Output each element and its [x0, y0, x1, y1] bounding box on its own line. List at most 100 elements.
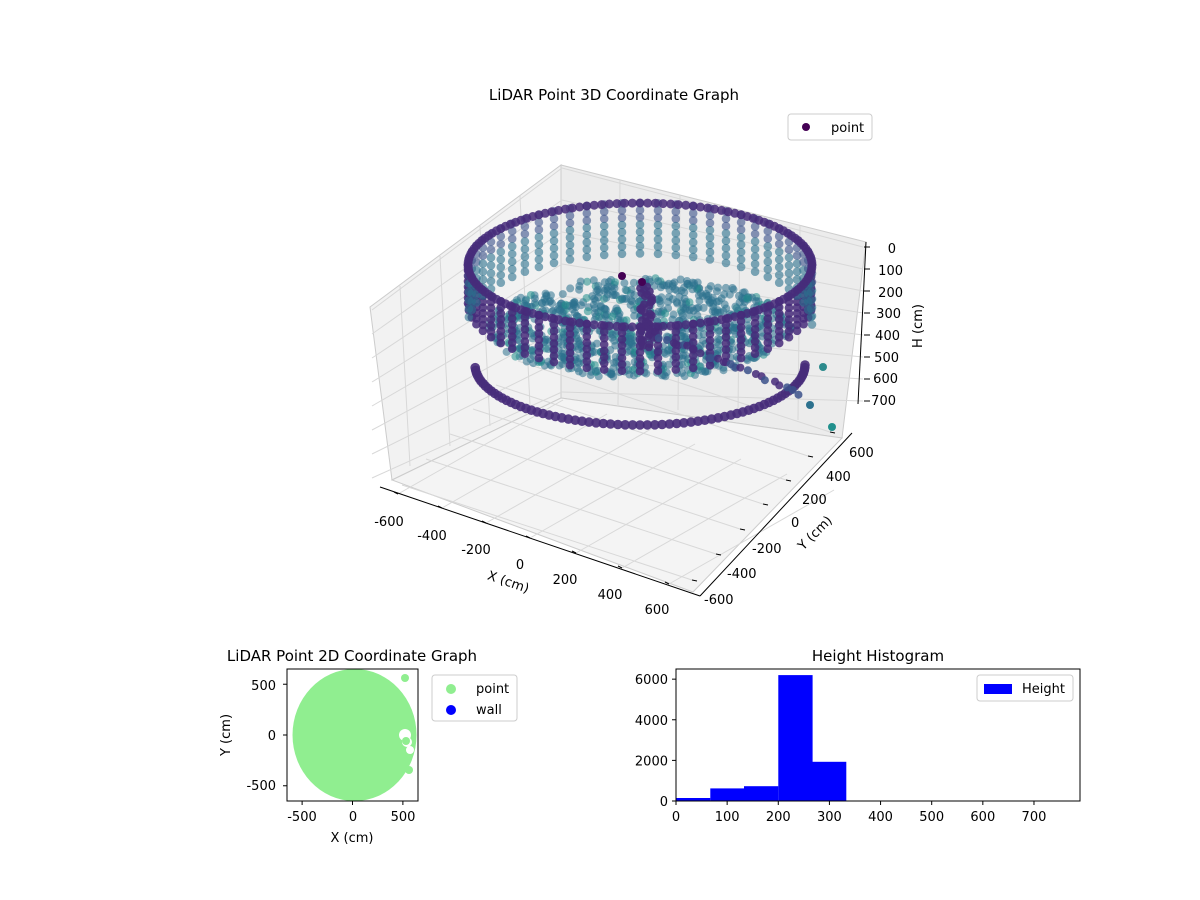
z-tick-label: 400 — [875, 329, 900, 344]
data-point — [657, 283, 665, 291]
y-tick-labels-2d: -500 0 500 — [246, 679, 276, 794]
y-tick-label: -500 — [246, 779, 276, 794]
x-tick-label: 700 — [1022, 810, 1047, 825]
data-point — [550, 358, 559, 367]
data-point — [559, 290, 567, 298]
data-point — [688, 285, 696, 293]
legend-label-point: point — [476, 682, 509, 697]
data-point — [828, 423, 836, 431]
y-tick-label: 0 — [660, 795, 668, 810]
data-point — [627, 297, 635, 305]
data-point — [793, 327, 802, 336]
data-point — [807, 304, 816, 313]
data-point — [764, 265, 773, 274]
data-point — [785, 245, 794, 254]
data-point — [468, 305, 477, 314]
data-point — [785, 253, 794, 262]
data-point — [764, 273, 773, 282]
data-point — [722, 244, 731, 253]
x-tick-label: 0 — [672, 810, 680, 825]
data-point — [531, 295, 539, 303]
legend-label-height: Height — [1022, 682, 1065, 697]
chart-2d-title: LiDAR Point 2D Coordinate Graph — [227, 647, 477, 665]
data-point — [535, 354, 544, 363]
y-axis-label-3d: Y (cm) — [795, 513, 836, 554]
data-point — [689, 253, 698, 262]
histogram-bar — [778, 675, 812, 801]
data-point — [751, 245, 760, 254]
z-tick-label: 600 — [873, 372, 898, 387]
x-tick-label: -600 — [374, 515, 404, 530]
z-tick-labels-3d: 0 100 200 300 400 500 600 700 — [871, 242, 903, 409]
data-point — [636, 249, 645, 258]
data-point — [665, 293, 673, 301]
data-point — [819, 363, 827, 371]
y-tick-label: 4000 — [635, 714, 668, 729]
data-point — [764, 235, 773, 244]
data-point — [654, 250, 663, 259]
y-tick-label: -400 — [727, 567, 757, 582]
data-point — [521, 245, 530, 254]
z-tick-label: 0 — [888, 242, 896, 257]
data-point — [722, 259, 731, 268]
data-point — [550, 229, 559, 238]
data-point — [517, 294, 525, 302]
data-point — [661, 309, 669, 317]
x-tick-label: 200 — [553, 573, 578, 588]
data-point — [696, 349, 704, 357]
z-axis-label-3d: H (cm) — [911, 304, 926, 348]
data-point — [600, 365, 609, 374]
data-point — [761, 376, 769, 384]
data-point — [681, 333, 689, 341]
data-point — [535, 240, 544, 249]
data-point — [751, 260, 760, 269]
data-point — [487, 269, 496, 278]
data-point — [722, 237, 731, 246]
histogram-bar — [744, 786, 778, 801]
legend-2d: point wall — [432, 675, 517, 721]
data-point — [785, 277, 794, 286]
data-point — [618, 250, 627, 259]
y-tick-label: 0 — [268, 729, 276, 744]
data-point — [470, 363, 480, 373]
data-point — [620, 322, 629, 331]
scatter-2d-area — [293, 669, 417, 801]
data-point — [521, 349, 530, 358]
data-point — [720, 358, 728, 366]
notch — [406, 746, 414, 754]
data-point — [538, 299, 546, 307]
data-point — [744, 366, 752, 374]
data-point — [566, 284, 574, 292]
y-tick-label: 2000 — [635, 754, 668, 769]
data-point — [550, 259, 559, 268]
data-point — [656, 297, 664, 305]
y-tick-label: 500 — [251, 679, 276, 694]
data-point — [487, 253, 496, 262]
data-point — [775, 271, 784, 280]
data-point — [785, 261, 794, 270]
z-tick-label: 700 — [871, 394, 896, 409]
data-point — [737, 263, 746, 272]
data-point — [602, 294, 610, 302]
legend-marker-point — [802, 123, 810, 131]
data-point — [600, 251, 609, 260]
data-point — [680, 288, 688, 296]
data-point — [401, 674, 409, 682]
data-point — [497, 278, 506, 287]
y-tick-label: 400 — [826, 470, 851, 485]
data-point — [709, 307, 717, 315]
data-point — [405, 766, 413, 774]
data-point — [737, 233, 746, 242]
x-tick-label: 0 — [349, 810, 357, 825]
data-point — [651, 199, 660, 208]
data-point — [608, 331, 616, 339]
notch — [409, 679, 417, 687]
data-point — [508, 344, 517, 353]
data-point — [751, 252, 760, 261]
data-point — [636, 367, 645, 376]
legend-swatch-height — [984, 684, 1012, 694]
x-tick-label: 500 — [919, 810, 944, 825]
data-point — [612, 199, 621, 208]
data-point — [672, 251, 681, 260]
data-point — [521, 252, 530, 261]
